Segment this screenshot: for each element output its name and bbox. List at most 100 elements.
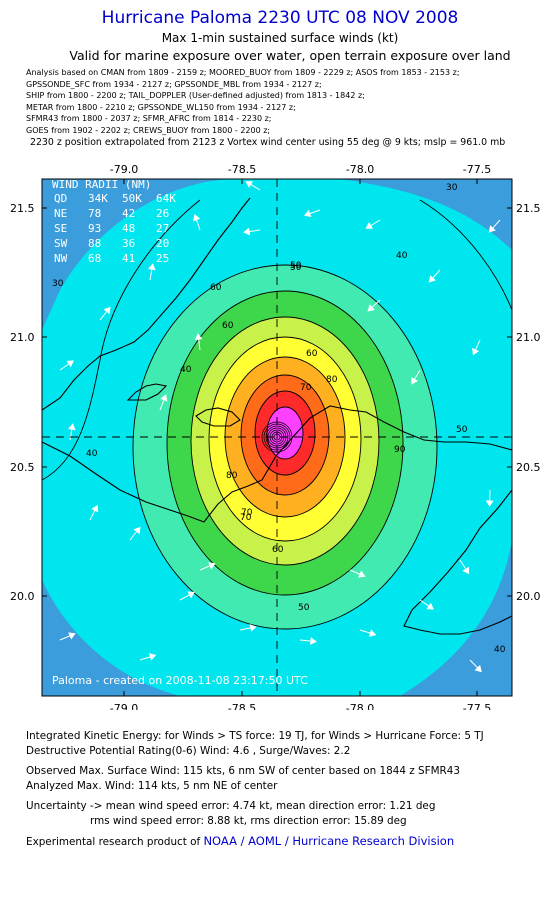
wind-radii-header: 64K bbox=[156, 192, 176, 205]
wind-arrow bbox=[199, 562, 216, 571]
lon-tick-label: -77.5 bbox=[463, 702, 491, 710]
wind-arrow bbox=[129, 526, 141, 541]
position-line: 2230 z position extrapolated from 2123 z… bbox=[30, 137, 506, 148]
contour-label: 80 bbox=[326, 375, 338, 385]
lon-tick-label: -79.0 bbox=[110, 702, 138, 710]
contour-label: 70 bbox=[240, 513, 252, 523]
wind-arrow bbox=[359, 629, 377, 637]
wind-arrow bbox=[59, 632, 76, 641]
wind-arrow bbox=[485, 489, 494, 507]
wind-arrow bbox=[243, 227, 261, 236]
wind-arrow bbox=[428, 269, 441, 283]
wind-arrow bbox=[419, 599, 435, 610]
wind-arrow bbox=[304, 209, 321, 218]
lat-tick-label: 20.0 bbox=[516, 590, 541, 603]
wind-arrow bbox=[194, 333, 203, 351]
created-credit: Paloma - created on 2008-11-08 23:17:50 … bbox=[52, 674, 308, 687]
lon-tick-label: -78.0 bbox=[346, 163, 374, 176]
contour-label: 50 bbox=[456, 425, 468, 435]
source-line: GPSSONDE_SFC from 1934 - 2127 z; GPSSOND… bbox=[26, 79, 322, 89]
wind-arrow bbox=[179, 591, 195, 601]
wind-radii-cell: 88 bbox=[88, 237, 101, 250]
lat-tick-label: 21.0 bbox=[516, 331, 541, 344]
wind-radii-cell: 41 bbox=[122, 252, 135, 265]
plot-frame bbox=[41, 178, 513, 697]
contour-label: 60 bbox=[210, 283, 222, 293]
wind-radii-cell: 20 bbox=[156, 237, 169, 250]
contour-label: 50 bbox=[298, 603, 310, 613]
wind-band-30 bbox=[400, 540, 512, 696]
wind-field-map: -79.0 -78.5 -78.0 -77.5 -79.0 -78.5 -78.… bbox=[10, 163, 541, 710]
wind-radii-cell: 48 bbox=[122, 222, 135, 235]
source-line: SHIP from 1800 - 2200 z; TAIL_DOPPLER (U… bbox=[26, 91, 365, 100]
wind-arrow bbox=[365, 219, 381, 229]
wind-arrow bbox=[411, 369, 421, 385]
lat-tick-label: 21.5 bbox=[10, 202, 35, 215]
axis-ticks bbox=[42, 179, 512, 696]
coastline-island bbox=[195, 407, 241, 427]
wind-radii-cell: 27 bbox=[156, 222, 169, 235]
coastline-east bbox=[403, 489, 512, 635]
wind-band-30 bbox=[340, 179, 512, 250]
wind-arrow bbox=[349, 569, 366, 578]
wind-arrow bbox=[472, 339, 481, 356]
contour-label: 70 bbox=[241, 508, 253, 518]
wind-band-30 bbox=[42, 580, 180, 696]
wind-radii-cell: 78 bbox=[88, 207, 101, 220]
wind-radii-cell: 93 bbox=[88, 222, 101, 235]
lon-tick-label: -78.0 bbox=[346, 702, 374, 710]
contour-label: 60 bbox=[272, 545, 284, 555]
wind-arrow bbox=[469, 659, 482, 673]
coastline-south bbox=[42, 405, 512, 523]
wind-radii-header: 50K bbox=[122, 192, 142, 205]
wind-radii-cell: 68 bbox=[88, 252, 101, 265]
contour-label: 30 bbox=[446, 183, 458, 193]
contour-label: 40 bbox=[180, 365, 192, 375]
lon-axis-top: -79.0 -78.5 -78.0 -77.5 bbox=[110, 163, 491, 176]
lon-tick-label: -78.5 bbox=[228, 163, 256, 176]
wind-arrow bbox=[147, 263, 156, 281]
contour-label: 50 bbox=[290, 261, 302, 271]
wind-radii-cell: SE bbox=[54, 222, 67, 235]
wind-arrow bbox=[245, 181, 261, 191]
wind-arrow bbox=[239, 624, 257, 632]
wind-arrow bbox=[299, 637, 317, 645]
wind-arrow bbox=[159, 394, 168, 411]
contour-label: 60 bbox=[222, 321, 234, 331]
observed-max-line: Observed Max. Surface Wind: 115 kts, 6 n… bbox=[26, 765, 460, 777]
valid-line: Valid for marine exposure over water, op… bbox=[69, 48, 511, 63]
credit-line: Experimental research product of NOAA / … bbox=[26, 834, 454, 848]
wind-arrow bbox=[192, 213, 201, 231]
lat-axis-right: 21.5 21.0 20.5 20.0 bbox=[516, 202, 541, 603]
lat-tick-label: 20.5 bbox=[10, 461, 35, 474]
wind-radii-cell: 26 bbox=[156, 207, 169, 220]
contour-label: 30 bbox=[52, 279, 64, 289]
analyzed-max-line: Analyzed Max. Wind: 114 kts, 5 nm NE of … bbox=[26, 780, 278, 792]
wind-vectors bbox=[59, 181, 501, 673]
credit-prefix: Experimental research product of bbox=[26, 836, 201, 848]
wind-radii-table: WIND RADII (NM) QD 34K 50K 64K NE 78 42 26 SE 93 4… bbox=[52, 179, 176, 265]
lat-axis-left: 21.5 21.0 20.5 20.0 bbox=[10, 202, 35, 603]
lon-axis-bottom: -79.0 -78.5 -78.0 -77.5 bbox=[110, 702, 491, 710]
coastline bbox=[42, 197, 512, 635]
wind-contour-bands bbox=[42, 179, 512, 696]
wind-radii-cell: 36 bbox=[122, 237, 135, 250]
wind-band-30 bbox=[42, 179, 230, 330]
wind-arrow bbox=[89, 504, 99, 521]
wind-arrow bbox=[59, 360, 75, 371]
wind-arrow bbox=[99, 306, 111, 321]
wind-arrow bbox=[488, 219, 501, 233]
wind-radii-cell: 42 bbox=[122, 207, 135, 220]
dpr-line: Destructive Potential Rating(0-6) Wind: … bbox=[26, 745, 351, 757]
subtitle: Max 1-min sustained surface winds (kt) bbox=[161, 31, 399, 45]
contour-label: 70 bbox=[300, 383, 312, 393]
lon-tick-label: -78.5 bbox=[228, 702, 256, 710]
contour-label: 40 bbox=[396, 251, 408, 261]
source-line: SFMR43 from 1800 - 2037 z; SFMR_AFRC fro… bbox=[26, 114, 272, 123]
source-line: GOES from 1902 - 2202 z; CREWS_BUOY from… bbox=[26, 125, 271, 135]
source-line: Analysis based on CMAN from 1809 - 2159 … bbox=[26, 68, 460, 77]
contour-label: 80 bbox=[226, 471, 238, 481]
credit-org-link[interactable]: NOAA / AOML / Hurricane Research Divisio… bbox=[203, 834, 455, 848]
coastline-north bbox=[42, 197, 251, 411]
